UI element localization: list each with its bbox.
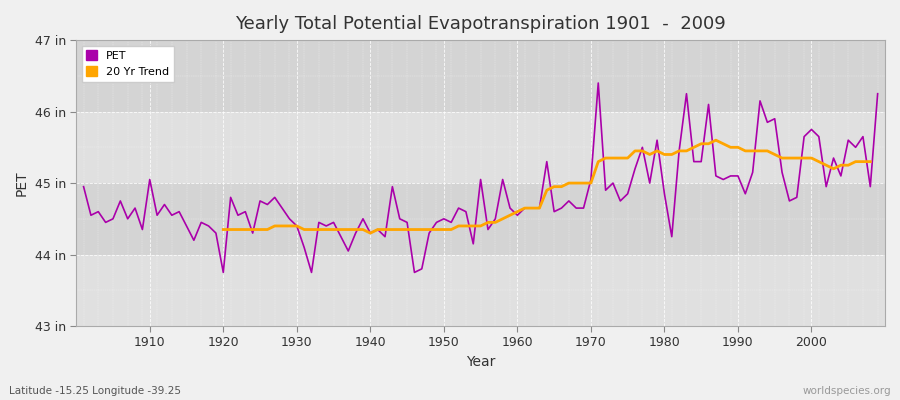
Title: Yearly Total Potential Evapotranspiration 1901  -  2009: Yearly Total Potential Evapotranspiratio…	[235, 15, 726, 33]
X-axis label: Year: Year	[466, 355, 495, 369]
20 Yr Trend	[556, 184, 567, 189]
20 Yr Trend	[218, 227, 229, 232]
20 Yr Trend	[350, 227, 361, 232]
20 Yr Trend	[806, 156, 817, 160]
Bar	[76, 40, 885, 112]
20 Yr Trend	[364, 231, 375, 236]
20 Yr Trend	[299, 227, 310, 232]
Bar	[76, 254, 885, 326]
PET	[512, 213, 523, 218]
20 Yr Trend	[865, 159, 876, 164]
Text: Latitude -15.25 Longitude -39.25: Latitude -15.25 Longitude -39.25	[9, 386, 181, 396]
20 Yr Trend	[710, 138, 721, 142]
Line: PET: PET	[84, 83, 878, 272]
PET	[306, 270, 317, 275]
Line: 20 Yr Trend: 20 Yr Trend	[223, 140, 870, 233]
Bar	[76, 112, 885, 183]
Bar	[76, 183, 885, 254]
PET	[78, 184, 89, 189]
PET	[615, 198, 626, 203]
PET	[137, 227, 148, 232]
20 Yr Trend	[475, 224, 486, 228]
Legend: PET, 20 Yr Trend: PET, 20 Yr Trend	[82, 46, 174, 82]
PET	[350, 231, 361, 236]
PET	[218, 270, 229, 275]
20 Yr Trend	[284, 224, 295, 228]
Y-axis label: PET: PET	[15, 170, 29, 196]
PET	[872, 91, 883, 96]
PET	[519, 206, 530, 210]
PET	[593, 80, 604, 85]
Text: worldspecies.org: worldspecies.org	[803, 386, 891, 396]
